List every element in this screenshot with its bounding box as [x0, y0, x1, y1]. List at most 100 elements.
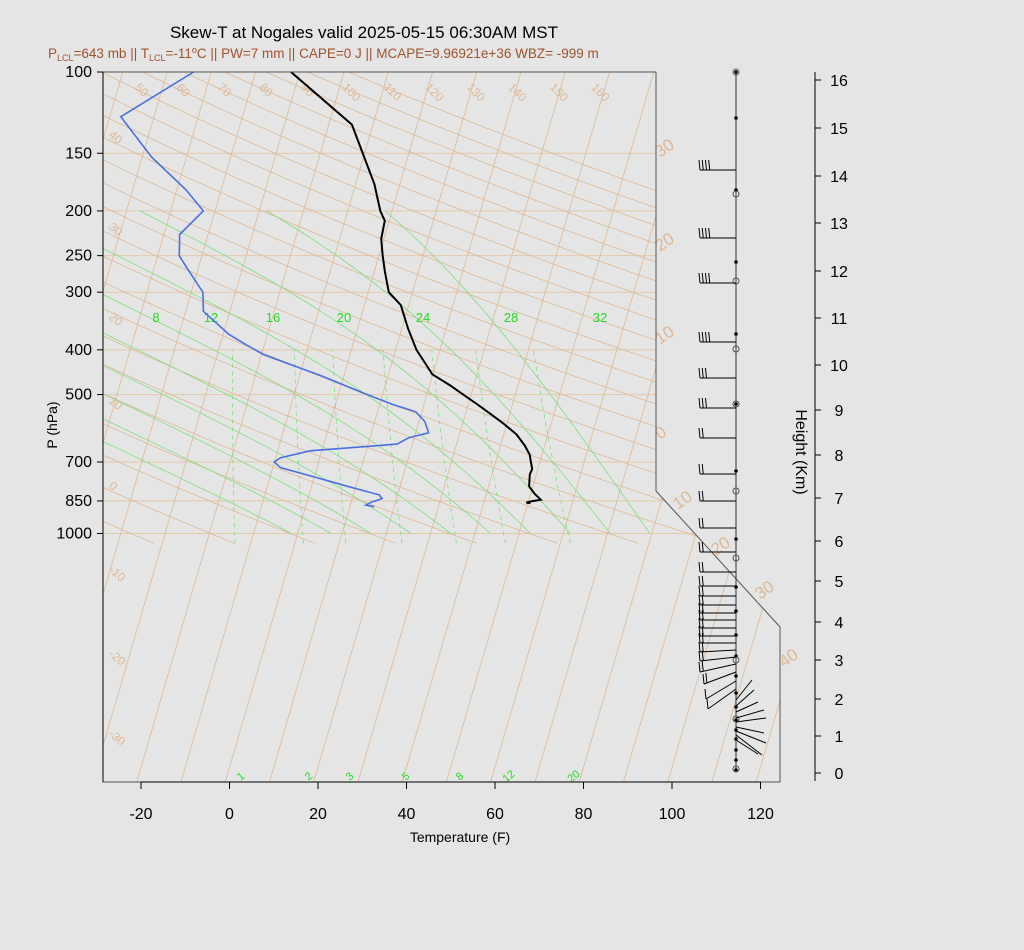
wind-barb — [735, 734, 763, 756]
isotherm-label: 130 — [464, 80, 488, 104]
dry-adiabat-label: 30 — [651, 135, 677, 161]
dry-adiabat-label: 30 — [106, 220, 125, 240]
height-tick-label: 4 — [835, 615, 844, 632]
wind-barb-feather — [701, 427, 704, 439]
wind-barb-feather — [701, 561, 704, 573]
wind-barb-feather — [701, 609, 704, 621]
dry-adiabat-label: -30 — [106, 727, 129, 749]
wind-barb — [698, 609, 736, 621]
wind-barb-shaft — [735, 717, 767, 723]
wind-barb — [698, 650, 737, 662]
mixing-ratio-line — [382, 349, 403, 544]
wind-barb-feather — [698, 227, 701, 239]
wind-barb-feather — [701, 227, 704, 239]
dry-adiabat-label: 0 — [106, 479, 120, 494]
isotherm-0 — [224, 72, 433, 782]
wind-ring — [732, 345, 740, 353]
mixing-ratio-label: 3 — [344, 770, 356, 783]
wind-dot — [734, 674, 738, 678]
isotherm-label: 140 — [505, 80, 529, 104]
wind-barb — [735, 709, 765, 719]
wind-barb-feather — [698, 331, 701, 343]
wind-dot — [734, 332, 738, 336]
dry-adiabat — [103, 72, 478, 544]
wind-dot — [734, 705, 738, 709]
mixing-ratio-label: 5 — [400, 770, 412, 783]
dry-adiabat — [103, 72, 720, 544]
wind-barb-feather — [701, 617, 704, 629]
dry-adiabat-label: 10 — [651, 322, 677, 348]
wind-barb-feather — [701, 272, 704, 284]
wind-barb — [735, 726, 765, 734]
isopleths — [103, 72, 780, 782]
isotherm-label: 110 — [381, 80, 405, 104]
isotherm-10 — [269, 72, 478, 782]
isotherm--10 — [180, 72, 389, 782]
wind-barb — [735, 717, 767, 723]
wind-dot — [734, 537, 738, 541]
dry-adiabat — [103, 72, 780, 544]
wind-barb-feather — [704, 367, 707, 379]
p-tick-label: 300 — [65, 284, 92, 301]
dry-adiabat — [103, 72, 316, 544]
mixing-ratio-label: 12 — [501, 768, 518, 785]
p-tick-label: 150 — [65, 145, 92, 162]
wind-barb — [698, 427, 736, 439]
height-tick-label: 3 — [835, 653, 844, 670]
wind-barb — [735, 739, 759, 755]
dry-adiabat-label: 40 — [775, 645, 801, 671]
wind-barb — [704, 680, 737, 700]
mixing-ratio-line — [332, 349, 347, 544]
wind-barb-feather — [698, 625, 701, 637]
wind-barb-shaft — [703, 671, 737, 685]
x-tick-label: 80 — [575, 806, 593, 823]
dry-adiabat — [103, 72, 780, 544]
wind-barb-shaft — [735, 689, 755, 707]
isotherm--70 — [103, 72, 124, 782]
height-tick-label: 9 — [835, 403, 844, 420]
wind-barb-shaft — [735, 679, 753, 701]
dry-adiabat — [265, 72, 780, 544]
wind-barb-feather — [698, 632, 701, 644]
isotherm-80 — [578, 72, 780, 782]
height-axis-label: Height (Km) — [792, 409, 809, 494]
wind-barb-feather — [704, 272, 707, 284]
wind-barb-feather — [698, 541, 701, 553]
wind-barb — [698, 463, 736, 475]
isotherm-label: 100 — [339, 80, 363, 104]
wind-barb — [698, 227, 736, 239]
moist-adiabat — [103, 210, 531, 534]
wind-barb-feather — [701, 159, 704, 171]
dry-adiabat-label: -10 — [106, 563, 129, 585]
wind-barb — [698, 541, 736, 553]
p-tick-label: 100 — [65, 64, 92, 81]
mixing-ratio-line — [431, 349, 457, 544]
mixing-ratio-label: 2 — [303, 770, 315, 783]
dry-adiabat — [142, 72, 780, 544]
dry-adiabat-label: 20 — [651, 229, 677, 255]
p-tick-label: 500 — [65, 387, 92, 404]
moist-adiabat — [103, 210, 332, 534]
dry-adiabat — [103, 72, 397, 544]
height-tick-label: 16 — [830, 73, 848, 90]
dry-adiabat — [224, 72, 780, 544]
series-group — [119, 72, 543, 508]
wind-dot — [734, 768, 738, 772]
wind-barb-feather — [702, 673, 705, 685]
wind-barb — [698, 661, 737, 673]
dry-adiabat — [183, 72, 780, 544]
mixing-ratio-label: 20 — [566, 768, 583, 785]
wind-barb — [698, 159, 736, 171]
wind-barb-feather — [701, 490, 704, 502]
wind-barb-shaft — [699, 656, 737, 662]
wind-barb — [698, 517, 736, 529]
dry-adiabat-label: 0 — [651, 422, 670, 443]
wind-barb-feather — [698, 650, 701, 662]
wind-barb-feather — [698, 617, 701, 629]
wind-barb-feather — [698, 561, 701, 573]
isotherm-label: 160 — [588, 80, 612, 104]
dry-adiabat — [103, 72, 780, 544]
wind-barb-feather — [704, 397, 707, 409]
dry-adiabat — [103, 72, 639, 544]
wind-barb-feather — [698, 490, 701, 502]
